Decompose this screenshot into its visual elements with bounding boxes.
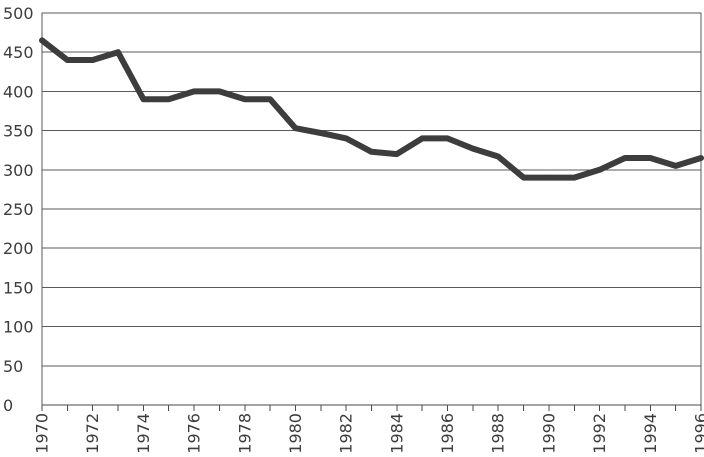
y-tick-label: 450 — [3, 43, 34, 62]
data-point-1988 — [495, 153, 501, 159]
data-point-1975 — [166, 96, 172, 102]
y-tick-label: 350 — [3, 122, 34, 141]
y-tick-label: 300 — [3, 161, 34, 180]
y-tick-label: 500 — [3, 4, 34, 23]
data-point-1993 — [622, 155, 628, 161]
data-point-1983 — [369, 149, 374, 155]
data-point-1972 — [90, 57, 96, 63]
y-tick-label: 0 — [3, 396, 13, 415]
data-point-1970 — [39, 37, 45, 43]
data-point-1979 — [267, 96, 273, 102]
data-point-1977 — [216, 88, 222, 94]
data-point-1971 — [64, 57, 70, 63]
y-tick-label: 150 — [3, 278, 34, 297]
x-tick-label: 1988 — [489, 413, 508, 454]
data-point-1989 — [521, 175, 527, 181]
x-tick-label: 1982 — [337, 413, 356, 454]
data-point-1982 — [343, 135, 349, 141]
y-tick-label: 400 — [3, 82, 34, 101]
x-tick-label: 1992 — [590, 413, 609, 454]
data-point-1986 — [445, 135, 451, 141]
series-group — [39, 37, 704, 181]
y-tick-label: 250 — [3, 200, 34, 219]
data-point-1984 — [394, 151, 400, 157]
data-point-1994 — [647, 155, 653, 161]
data-point-1973 — [115, 49, 121, 55]
data-point-1987 — [470, 146, 476, 152]
y-tick-labels: 0 50 100 150 200 250 300 350 400 450 500 — [3, 4, 34, 415]
gridlines — [42, 12, 701, 367]
data-point-1976 — [191, 88, 197, 94]
x-tick-label: 1990 — [539, 413, 558, 454]
data-point-1978 — [242, 96, 248, 102]
data-point-1985 — [419, 135, 425, 141]
axes — [41, 12, 702, 411]
x-tick-label: 1986 — [438, 413, 457, 454]
x-tick-label: 1970 — [33, 413, 52, 454]
data-point-1974 — [140, 96, 146, 102]
y-tick-label: 50 — [3, 357, 23, 376]
data-point-1992 — [597, 167, 603, 173]
x-tick-label: 1972 — [83, 413, 102, 454]
y-tick-label: 200 — [3, 239, 34, 258]
data-point-1996 — [698, 155, 704, 161]
data-point-1991 — [571, 175, 577, 181]
x-tick-label: 1974 — [134, 413, 153, 454]
data-point-1990 — [546, 175, 552, 181]
x-tick-label: 1994 — [641, 413, 660, 454]
x-tick-label: 1984 — [387, 413, 406, 454]
series-line — [39, 37, 704, 181]
data-point-1980 — [292, 125, 298, 131]
x-tick-labels: 1970 1972 1974 1976 1978 1980 1982 1984 1986 1988… — [33, 413, 704, 454]
x-tick-label: 1978 — [235, 413, 254, 454]
x-tick-label: 1980 — [286, 413, 305, 454]
x-tick-label: 1996 — [692, 413, 704, 454]
x-tick-label: 1976 — [185, 413, 204, 454]
data-point-1981 — [318, 130, 324, 136]
data-point-1995 — [673, 163, 679, 169]
y-tick-label: 100 — [3, 318, 34, 337]
